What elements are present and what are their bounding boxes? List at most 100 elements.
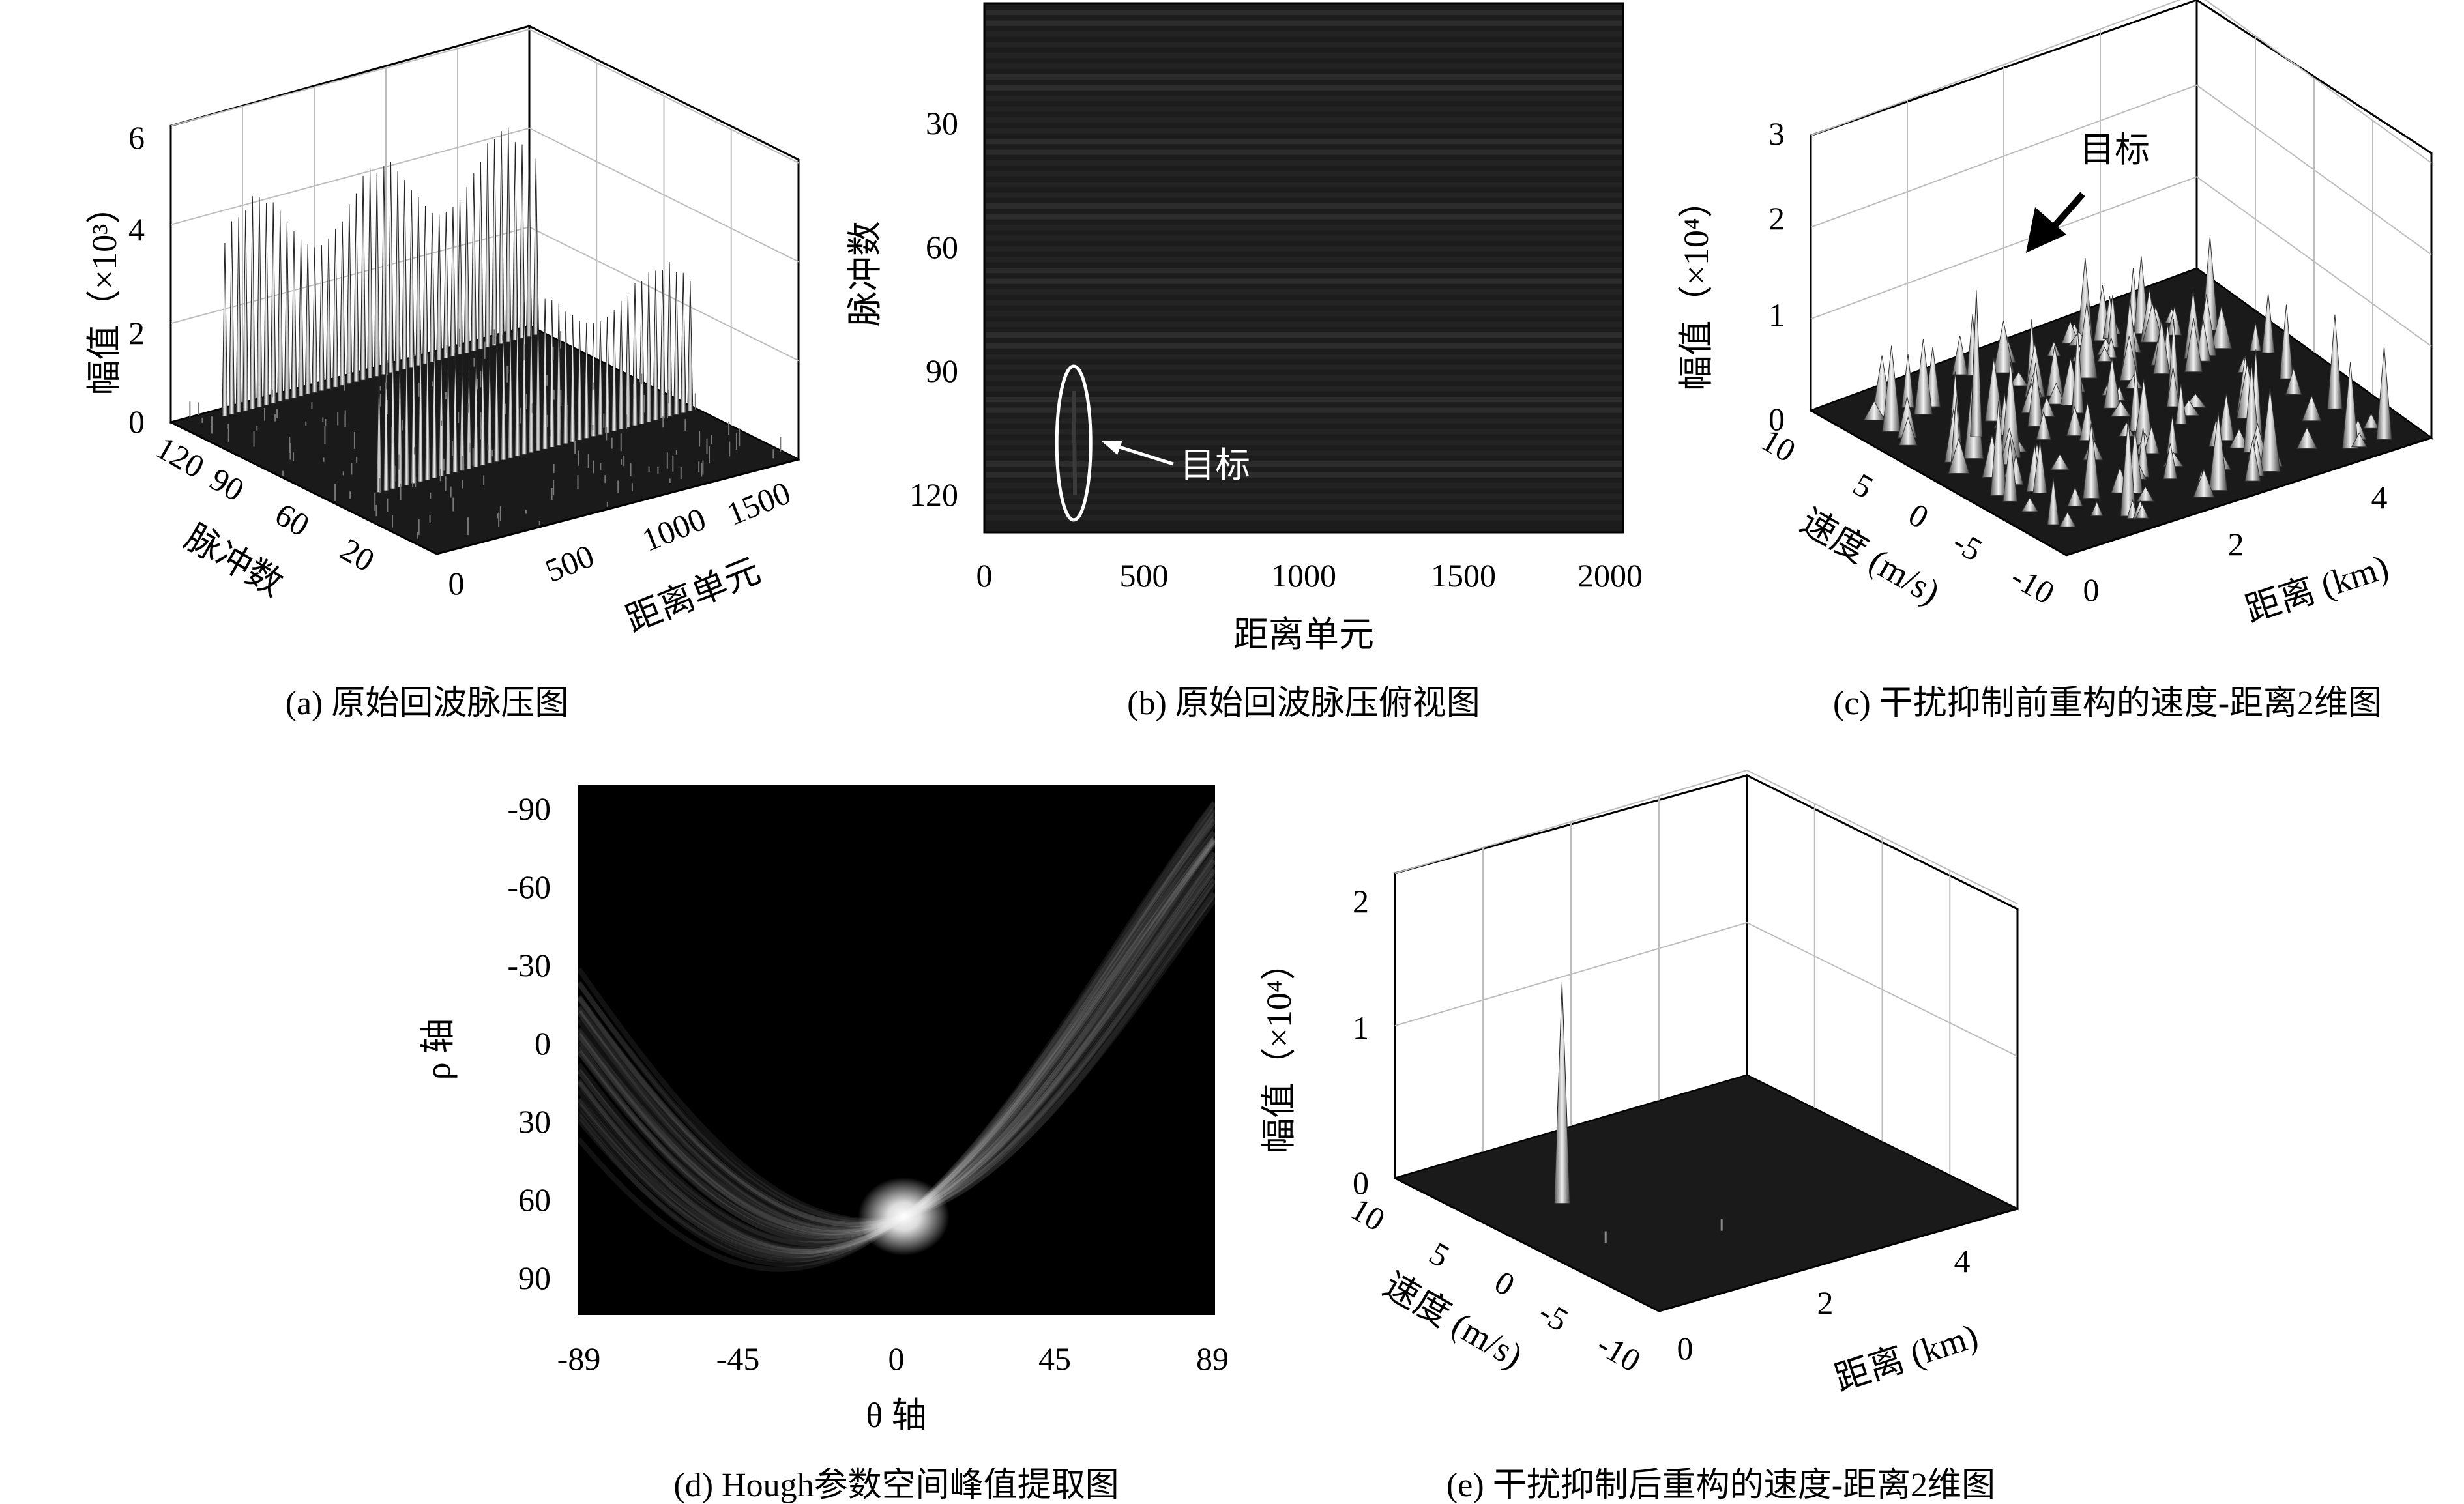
d-x-tick-3: 45 xyxy=(1038,1340,1071,1377)
a-spike xyxy=(673,272,680,416)
b-x-tick-2: 1000 xyxy=(1271,557,1336,594)
a-spike xyxy=(521,302,527,456)
c-peak xyxy=(2351,432,2368,448)
a-spike xyxy=(480,349,486,466)
e-y-tick-2: 0 xyxy=(1489,1264,1521,1303)
a-x-label: 距离单元 xyxy=(621,551,766,640)
a-grid xyxy=(170,28,799,426)
a-spike xyxy=(445,349,452,475)
c-peak xyxy=(2067,486,2083,507)
e-grid-line xyxy=(1394,921,2018,1057)
c-peak xyxy=(1882,345,1901,432)
a-spike xyxy=(277,210,284,403)
a-spike xyxy=(680,272,686,414)
b-band xyxy=(986,354,1622,360)
a-spike xyxy=(604,317,611,433)
b-band xyxy=(986,117,1622,123)
a-spike xyxy=(325,239,332,390)
a-spike xyxy=(387,162,394,373)
b-band xyxy=(986,42,1622,48)
c-peaks xyxy=(1863,236,2392,527)
a-x-tick-3: 1500 xyxy=(722,474,796,532)
a-spike xyxy=(653,270,659,421)
panel-c-velocity-range-before: 目标 0 1 2 3 10 5 0 -5 -10 0 2 4 幅值（×10⁴） … xyxy=(1677,0,2433,722)
c-y-tick-4: -10 xyxy=(2005,558,2061,611)
b-band xyxy=(986,214,1622,220)
a-spike xyxy=(270,202,276,404)
e-caption: (e) 干扰抑制后重构的速度-距离2维图 xyxy=(1446,1467,1995,1504)
c-x-tick-2: 4 xyxy=(2371,479,2388,515)
a-spike xyxy=(256,197,263,408)
c-grid-line xyxy=(1810,0,2432,164)
a-spike xyxy=(242,209,249,411)
c-peak xyxy=(1914,338,1933,415)
c-peak xyxy=(2208,411,2228,491)
a-y-axis-line xyxy=(170,421,437,555)
e-grid xyxy=(1394,769,2018,1176)
a-spike xyxy=(381,166,387,375)
panel-a-pulse-compression-3d: 0 2 4 6 120 90 60 20 0 500 1000 1500 幅值（… xyxy=(85,24,800,722)
b-band xyxy=(986,139,1622,145)
b-x-tick-3: 1500 xyxy=(1431,557,1496,594)
a-spike xyxy=(312,247,318,394)
c-peak xyxy=(2038,396,2055,417)
a-spike xyxy=(403,334,410,486)
a-spike xyxy=(639,281,645,425)
c-peak xyxy=(1948,437,1970,474)
b-band xyxy=(986,246,1622,252)
a-spike xyxy=(376,360,383,493)
c-grid xyxy=(1810,0,2432,396)
c-peak xyxy=(2296,427,2318,449)
c-peak xyxy=(2195,319,2211,362)
a-spike xyxy=(624,296,631,428)
c-peak xyxy=(2009,371,2029,386)
b-x-tick-4: 2000 xyxy=(1577,557,1643,594)
a-spike xyxy=(417,329,424,482)
a-spike xyxy=(645,272,652,423)
b-band xyxy=(986,10,1622,16)
b-band xyxy=(986,504,1622,510)
a-y-label: 脉冲数 xyxy=(179,517,289,604)
b-x-tick-0: 0 xyxy=(976,557,993,594)
a-spike xyxy=(263,203,270,406)
b-band xyxy=(986,225,1622,231)
a-spike xyxy=(402,180,408,370)
a-spike xyxy=(429,212,435,363)
b-texture-bands xyxy=(986,10,1622,521)
c-peak xyxy=(2327,314,2343,409)
a-spike xyxy=(597,321,604,435)
c-peak xyxy=(2103,358,2121,409)
c-x-label: 距离 (km) xyxy=(2240,547,2393,629)
a-spike xyxy=(473,354,479,468)
a-spike xyxy=(422,206,429,364)
e-x-tick-2: 4 xyxy=(1954,1243,1971,1279)
c-y-axis-line xyxy=(1810,409,2067,557)
c-annotation-label: 目标 xyxy=(2079,130,2150,169)
d-y-tick-6: 90 xyxy=(518,1260,551,1296)
d-y-tick-3: 0 xyxy=(535,1025,551,1062)
c-peak xyxy=(2097,346,2113,362)
b-band xyxy=(986,483,1622,489)
a-spike xyxy=(436,214,443,361)
c-peak xyxy=(2342,362,2359,449)
a-spike xyxy=(533,158,539,336)
panel-e-velocity-range-after: 0 1 2 10 5 0 -5 -10 0 2 4 幅值（×10⁴） 速度 (m… xyxy=(1259,769,2019,1504)
a-spike xyxy=(346,204,353,384)
c-peak xyxy=(2153,319,2170,375)
c-z-label: 幅值（×10⁴） xyxy=(1677,182,1716,390)
c-peak xyxy=(2047,478,2060,525)
a-grid-line xyxy=(170,28,799,164)
a-spike xyxy=(486,343,493,465)
a-caption: (a) 原始回波脉压图 xyxy=(286,685,569,722)
c-peak xyxy=(2066,405,2083,437)
e-z-tick-2: 2 xyxy=(1353,883,1369,919)
a-spike xyxy=(298,239,304,397)
c-peak xyxy=(2175,383,2187,425)
a-z-tick-3: 6 xyxy=(128,119,145,156)
a-spike xyxy=(535,298,542,452)
c-peak xyxy=(2076,302,2098,379)
d-x-label: θ 轴 xyxy=(866,1396,926,1435)
a-x-tick-0: 0 xyxy=(448,565,465,601)
e-x-tick-0: 0 xyxy=(1677,1330,1694,1367)
a-spike xyxy=(477,162,484,350)
